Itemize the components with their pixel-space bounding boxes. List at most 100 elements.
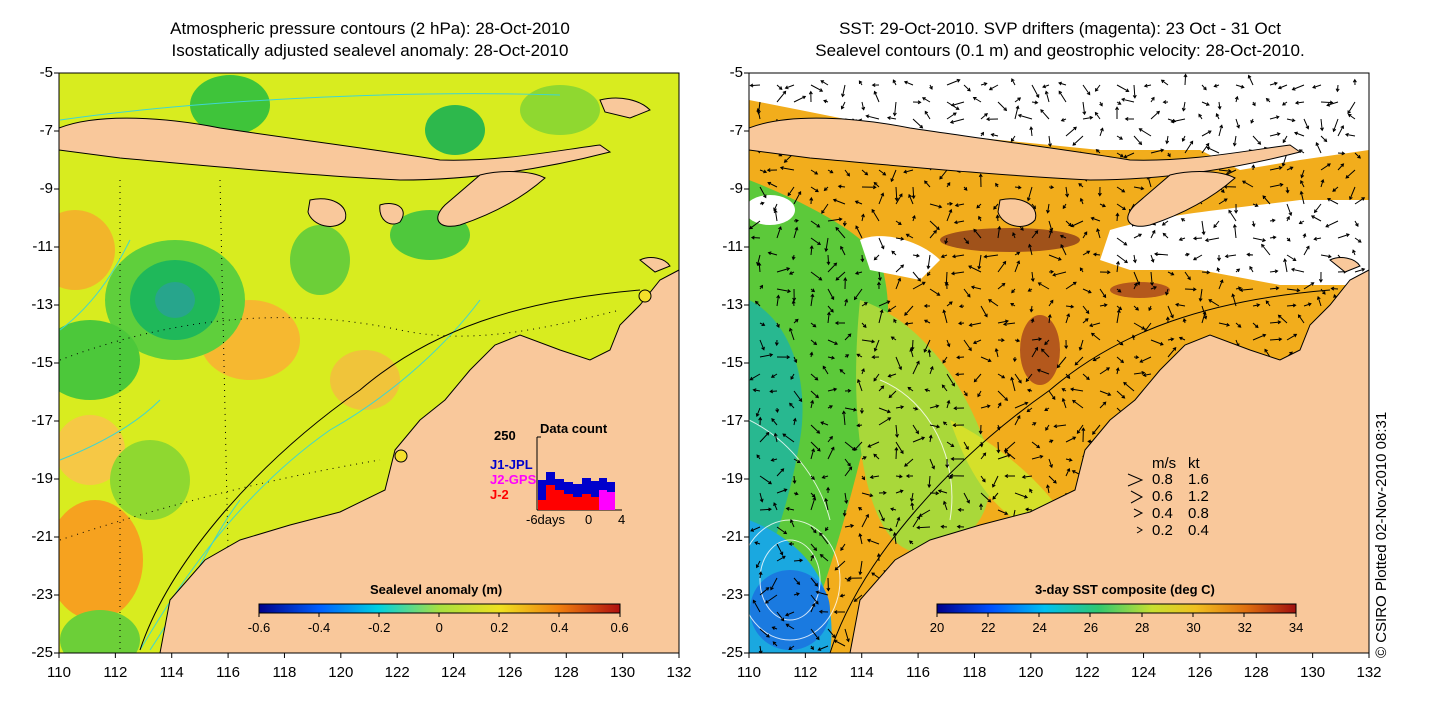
velocity-arrow <box>1165 288 1169 296</box>
velocity-arrow <box>946 339 951 348</box>
velocity-arrow <box>770 577 778 591</box>
velocity-arrow <box>952 423 965 428</box>
velocity-arrow <box>1291 84 1305 91</box>
y-axis-tick-label: -19 <box>721 470 743 487</box>
velocity-arrow <box>1250 118 1255 124</box>
velocity-arrow <box>912 424 919 435</box>
velocity-arrow <box>1165 135 1170 145</box>
velocity-arrow <box>1335 84 1340 93</box>
x-axis-tick-label: 128 <box>553 664 579 681</box>
velocity-arrow <box>834 321 845 326</box>
velocity-arrow <box>749 83 761 88</box>
x-axis-tick-label: 110 <box>47 664 71 681</box>
velocity-arrow <box>1148 305 1152 312</box>
y-axis-tick-label: -15 <box>721 354 743 371</box>
velocity-arrow <box>827 355 836 360</box>
velocity-arrow <box>1048 185 1055 190</box>
velocity-arrow <box>840 245 846 256</box>
velocity-arrow <box>1269 166 1283 171</box>
velocity-arrow <box>1277 84 1288 90</box>
velocity-arrow <box>963 84 971 92</box>
velocity-arrow <box>942 421 948 426</box>
velocity-arrow <box>1162 100 1169 105</box>
velocity-arrow <box>1150 271 1154 286</box>
indonesian-islands-right <box>749 117 1361 273</box>
y-axis-tick-label: -23 <box>721 586 743 603</box>
velocity-arrow <box>1167 337 1175 342</box>
velocity-arrow <box>1045 424 1050 431</box>
velocity-arrow <box>1048 390 1056 400</box>
velocity-arrow <box>1269 218 1276 223</box>
velocity-arrow <box>759 628 770 638</box>
velocity-arrow <box>1061 388 1067 392</box>
velocity-arrow <box>1232 223 1237 239</box>
velocity-arrow <box>1269 235 1277 240</box>
velocity-arrow <box>1082 231 1088 239</box>
velocity-arrow <box>912 436 926 443</box>
velocity-arrow <box>1239 288 1254 292</box>
velocity-arrow <box>956 524 965 529</box>
velocity-arrow <box>894 186 899 202</box>
velocity-arrow <box>895 264 905 273</box>
velocity-arrow <box>1201 311 1207 324</box>
x-axis-tick-label: 116 <box>906 664 931 681</box>
velocity-arrow <box>1065 467 1071 477</box>
velocity-arrow <box>946 441 955 448</box>
speed-legend-arrows <box>1127 473 1144 534</box>
velocity-arrow <box>1249 265 1254 273</box>
velocity-arrow <box>1132 84 1137 99</box>
velocity-arrow <box>929 220 940 231</box>
velocity-arrow <box>1320 163 1331 171</box>
x-axis-tick-label: 128 <box>1243 664 1269 681</box>
velocity-arrow <box>861 213 865 222</box>
velocity-arrow <box>1116 288 1122 293</box>
velocity-arrow <box>1048 299 1054 307</box>
velocity-arrow <box>980 475 986 483</box>
velocity-arrow <box>950 101 965 107</box>
velocity-arrow <box>895 424 899 438</box>
velocity-arrow <box>776 267 791 273</box>
velocity-arrow <box>1133 305 1139 311</box>
velocity-arrow <box>844 169 850 177</box>
velocity-arrow <box>819 553 829 562</box>
velocity-arrow <box>827 305 834 313</box>
inset-x-label: -6days <box>526 512 566 527</box>
velocity-arrow <box>853 288 863 301</box>
velocity-arrow <box>878 309 884 324</box>
velocity-arrow <box>770 457 778 462</box>
velocity-arrow <box>773 432 778 443</box>
velocity-arrow <box>1286 215 1290 222</box>
velocity-arrow <box>759 186 767 199</box>
velocity-arrow <box>1310 215 1322 222</box>
velocity-arrow <box>1175 302 1186 307</box>
x-axis-tick-label: 118 <box>272 664 297 681</box>
velocity-arrow <box>1167 152 1171 158</box>
velocity-arrow <box>876 281 881 290</box>
velocity-arrow <box>942 309 948 324</box>
velocity-arrow <box>1099 101 1103 107</box>
velocity-arrow <box>1116 390 1126 399</box>
velocity-arrow <box>1116 309 1121 324</box>
speed-legend-kt: 0.4 <box>1188 522 1209 539</box>
y-axis-tick-label: -23 <box>31 586 53 603</box>
velocity-arrow <box>878 490 887 495</box>
velocity-arrow <box>861 101 866 111</box>
velocity-arrow <box>878 417 892 426</box>
velocity-arrow <box>810 441 821 452</box>
velocity-arrow <box>854 200 863 205</box>
velocity-arrow <box>820 80 829 86</box>
speed-legend-ms: 0.8 <box>1152 471 1173 488</box>
velocity-arrow <box>750 526 761 532</box>
sealevel-colorbar-ticks <box>258 613 621 617</box>
velocity-arrow <box>844 388 852 393</box>
velocity-arrow <box>788 645 795 650</box>
velocity-arrow <box>1099 270 1111 275</box>
velocity-arrow <box>776 84 783 90</box>
velocity-arrow <box>1082 288 1092 294</box>
velocity-arrow <box>839 593 846 598</box>
velocity-arrow <box>1014 338 1021 343</box>
velocity-arrow <box>1320 118 1324 132</box>
speed-legend-header-ms: m/s <box>1152 455 1177 472</box>
velocity-arrow <box>1048 254 1062 261</box>
velocity-arrow <box>892 79 897 86</box>
